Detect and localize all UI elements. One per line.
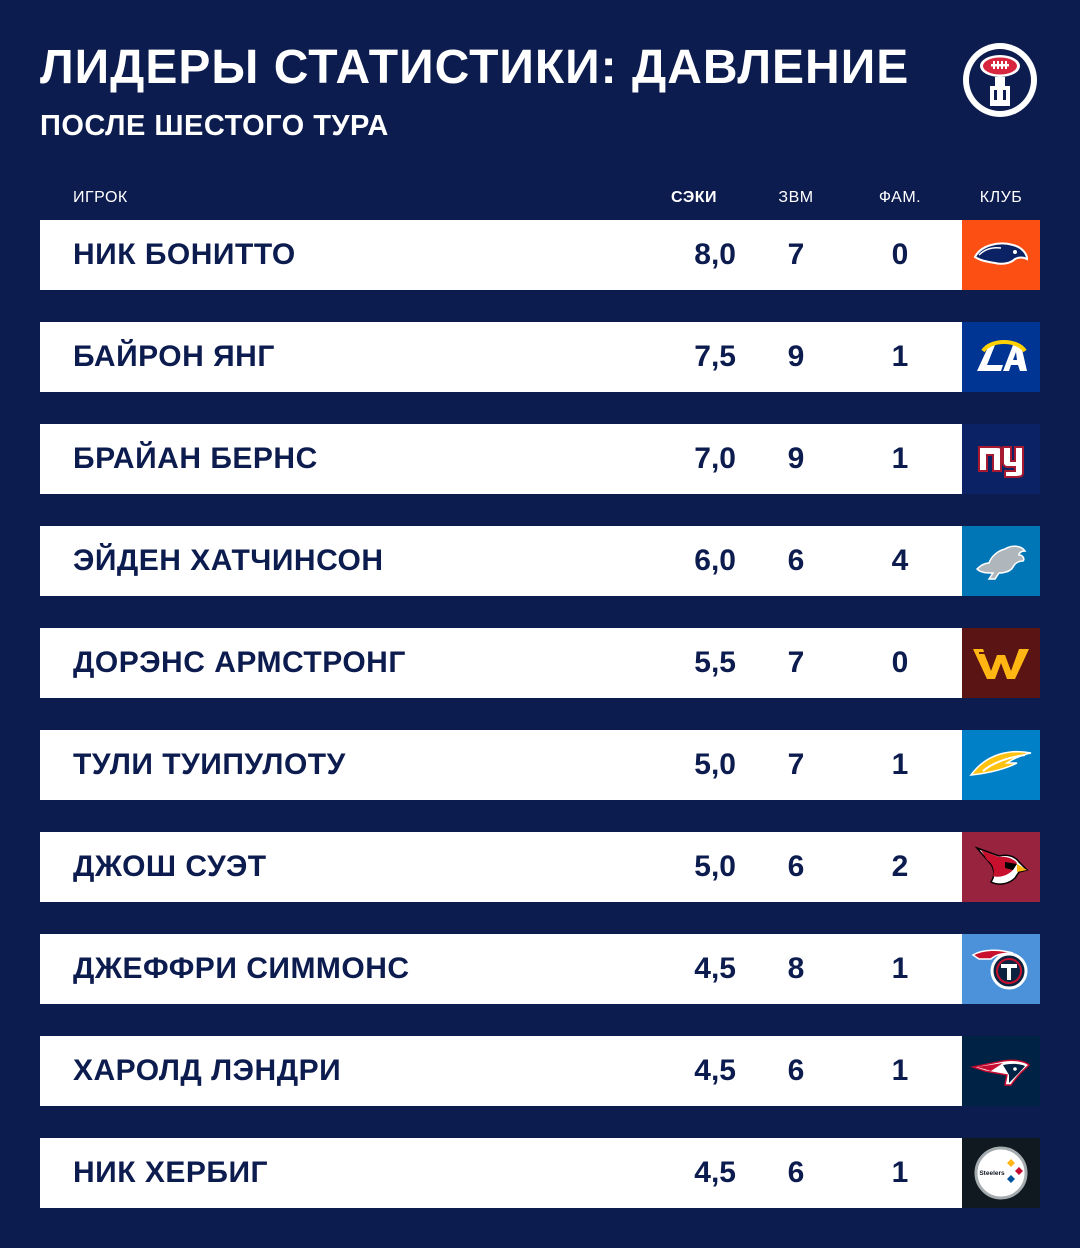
fumbles-value: 0	[891, 238, 909, 271]
player-name: ДЖОШ СУЭТ	[73, 850, 267, 883]
sacks-value: 5,0	[694, 748, 736, 781]
column-header-club: КЛУБ	[979, 189, 1023, 206]
fumbles-value: 2	[891, 850, 909, 883]
fumbles-value: 1	[891, 340, 909, 373]
table-row: БАЙРОН ЯНГ 7,5 9 1	[40, 322, 1040, 392]
table-row: ЭЙДЕН ХАТЧИНСОН 6,0 6 4	[40, 526, 1040, 596]
fumbles-value: 1	[891, 748, 909, 781]
player-name: ДЖЕФФРИ СИММОНС	[73, 952, 410, 985]
qb-hits-value: 9	[787, 442, 805, 475]
qb-hits-value: 6	[787, 850, 805, 883]
sacks-value: 4,5	[694, 1156, 736, 1189]
player-name: ХАРОЛД ЛЭНДРИ	[73, 1054, 342, 1087]
football-fork-icon	[960, 40, 1040, 120]
sacks-value: 8,0	[694, 238, 736, 271]
svg-text:Steelers: Steelers	[979, 1170, 1005, 1177]
player-name: БАЙРОН ЯНГ	[73, 340, 275, 373]
table-row: ТУЛИ ТУИПУЛОТУ 5,0 7 1	[40, 730, 1040, 800]
player-name: НИК ХЕРБИГ	[73, 1156, 269, 1189]
fumbles-value: 4	[891, 544, 909, 577]
commanders-logo-icon	[962, 628, 1040, 698]
broncos-logo-icon	[962, 220, 1040, 290]
qb-hits-value: 7	[787, 646, 805, 679]
qb-hits-value: 6	[787, 544, 805, 577]
giants-logo-icon	[962, 424, 1040, 494]
sacks-value: 6,0	[694, 544, 736, 577]
column-header-player: ИГРОК	[73, 189, 128, 206]
player-name: НИК БОНИТТО	[73, 238, 296, 271]
table-row: НИК ХЕРБИГ 4,5 6 1 Steelers	[40, 1138, 1040, 1208]
player-name: ТУЛИ ТУИПУЛОТУ	[73, 748, 346, 781]
player-name: ДОРЭНС АРМСТРОНГ	[73, 646, 406, 679]
sacks-value: 4,5	[694, 952, 736, 985]
sacks-value: 7,0	[694, 442, 736, 475]
table-row: ДЖЕФФРИ СИММОНС 4,5 8 1	[40, 934, 1040, 1004]
patriots-logo-icon	[962, 1036, 1040, 1106]
steelers-logo-icon: Steelers	[962, 1138, 1040, 1208]
sacks-value: 5,0	[694, 850, 736, 883]
fumbles-value: 1	[891, 442, 909, 475]
table-row: ДЖОШ СУЭТ 5,0 6 2	[40, 832, 1040, 902]
sacks-value: 4,5	[694, 1054, 736, 1087]
fumbles-value: 1	[891, 1054, 909, 1087]
fumbles-value: 0	[891, 646, 909, 679]
cardinals-logo-icon	[962, 832, 1040, 902]
table-row: НИК БОНИТТО 8,0 7 0	[40, 220, 1040, 290]
fumbles-value: 1	[891, 952, 909, 985]
player-name: ЭЙДЕН ХАТЧИНСОН	[73, 544, 384, 577]
column-header-qb-hits: ЗВМ	[778, 189, 814, 206]
sacks-value: 5,5	[694, 646, 736, 679]
lions-logo-icon	[962, 526, 1040, 596]
table-row: БРАЙАН БЕРНС 7,0 9 1	[40, 424, 1040, 494]
qb-hits-value: 6	[787, 1156, 805, 1189]
column-header-fumbles: ФАМ.	[878, 189, 922, 206]
fumbles-value: 1	[891, 1156, 909, 1189]
titans-logo-icon	[962, 934, 1040, 1004]
qb-hits-value: 7	[787, 748, 805, 781]
qb-hits-value: 7	[787, 238, 805, 271]
table-row: ХАРОЛД ЛЭНДРИ 4,5 6 1	[40, 1036, 1040, 1106]
column-header-sacks: СЭКИ	[671, 189, 717, 206]
qb-hits-value: 6	[787, 1054, 805, 1087]
chargers-logo-icon	[962, 730, 1040, 800]
player-name: БРАЙАН БЕРНС	[73, 442, 318, 475]
page-subtitle: ПОСЛЕ ШЕСТОГО ТУРА	[40, 110, 389, 142]
table-row: ДОРЭНС АРМСТРОНГ 5,5 7 0	[40, 628, 1040, 698]
sacks-value: 7,5	[694, 340, 736, 373]
rams-logo-icon	[962, 322, 1040, 392]
qb-hits-value: 8	[787, 952, 805, 985]
page-title: ЛИДЕРЫ СТАТИСТИКИ: ДАВЛЕНИЕ	[40, 41, 910, 94]
qb-hits-value: 9	[787, 340, 805, 373]
